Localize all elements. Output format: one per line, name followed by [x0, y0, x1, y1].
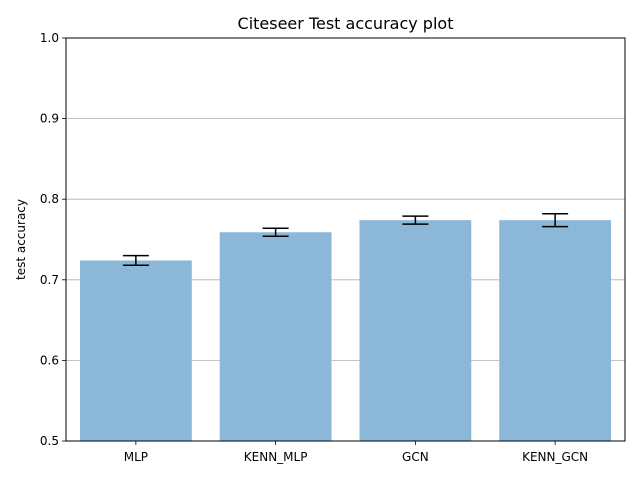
x-tick-label: KENN_MLP	[244, 450, 308, 464]
bar	[219, 232, 332, 441]
bar	[79, 260, 192, 441]
x-tick-label: KENN_GCN	[522, 450, 588, 464]
bar	[499, 220, 612, 441]
y-tick-label: 0.8	[40, 192, 59, 206]
y-axis-ticks: 0.5 0.6 0.7 0.8 0.9 1.0	[40, 31, 66, 448]
bars	[79, 220, 612, 441]
y-axis-label: test accuracy	[14, 199, 28, 280]
y-tick-label: 1.0	[40, 31, 59, 45]
y-tick-label: 0.6	[40, 353, 59, 367]
x-tick-label: GCN	[402, 450, 429, 464]
y-tick-label: 0.7	[40, 273, 59, 287]
y-tick-label: 0.5	[40, 434, 59, 448]
error-bars	[122, 212, 569, 267]
y-tick-label: 0.9	[40, 112, 59, 126]
x-tick-label: MLP	[124, 450, 148, 464]
plot-frame	[65, 37, 626, 442]
chart-title: Citeseer Test accuracy plot	[238, 14, 454, 33]
bar	[359, 220, 472, 441]
x-axis-ticks: MLP KENN_MLP GCN KENN_GCN	[124, 441, 588, 464]
